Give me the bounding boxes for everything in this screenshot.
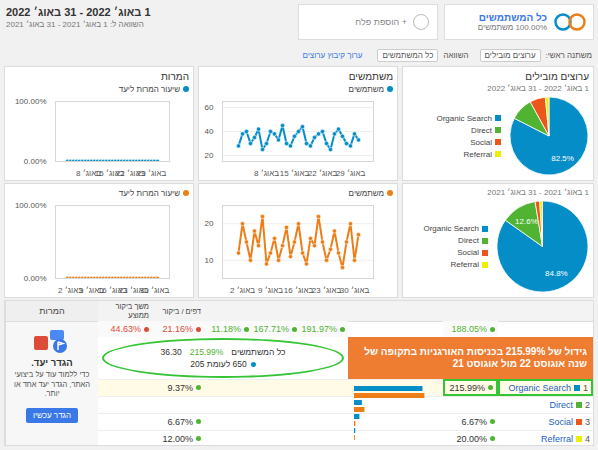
html-text:20.00%: 20.00% (456, 433, 487, 444)
html-text:כדי ללמוד עוד על ביצועי האתר,: כדי ללמוד עוד על ביצועי האתר, הגדר יעד א… (14, 370, 90, 398)
html-text:המרות: המרות (160, 71, 189, 82)
html-text:44.63%: 44.63% (110, 324, 141, 334)
svg-text:23 באוג׳: 23 באוג׳ (118, 286, 149, 296)
html-text:השוואה ל: 1 באוג׳ 2021 - 31 בא: השוואה ל: 1 באוג׳ 2021 - 31 באוג׳ 2021 (6, 20, 144, 29)
html-text:1: 1 (583, 382, 588, 393)
html-text:הגדר יעד.: הגדר יעד. (31, 357, 73, 368)
html-text:ערוצים מובילים: ערוצים מובילים (484, 50, 536, 60)
svg-text:22 באוג׳: 22 באוג׳ (115, 169, 146, 179)
html-text:Direct: Direct (458, 236, 479, 245)
html-text:100.00% משתמשים: 100.00% משתמשים (477, 23, 547, 32)
svg-text:8 באוג׳: 8 באוג׳ (76, 169, 101, 179)
svg-text:12.6%: 12.6% (515, 217, 538, 226)
svg-text:2 באוג׳: 2 באוג׳ (58, 286, 83, 296)
html-text:11.18%: 11.18% (211, 324, 241, 334)
html-text:השוואה: השוואה (443, 50, 469, 60)
svg-text:15 באוג׳: 15 באוג׳ (280, 169, 310, 177)
html-text:דפים / ביקור: דפים / ביקור (162, 306, 201, 316)
svg-text:40: 40 (205, 127, 214, 136)
html-text:Organic Search: Organic Search (436, 113, 492, 123)
html-text:גידול של 215.99% בכניסות האורג: גידול של 215.99% בכניסות האורגניות בתקופ… (364, 346, 587, 369)
html-text:Social: Social (457, 248, 479, 257)
html-text:188.05%: 188.05% (451, 324, 487, 334)
html-text:Organic Search: Organic Search (508, 382, 571, 393)
html-text:1 באוג׳ 2022 - 31 באוג׳ 2022: 1 באוג׳ 2022 - 31 באוג׳ 2022 (487, 84, 589, 93)
svg-text:0.00%: 0.00% (24, 274, 47, 283)
svg-text:60: 60 (205, 103, 214, 112)
html-text:Direct: Direct (471, 125, 492, 135)
svg-text:30 באוג׳: 30 באוג׳ (340, 286, 370, 294)
html-text:הגדר עכשיו: הגדר עכשיו (33, 410, 71, 420)
html-text:משתמשים: משתמשים (348, 188, 384, 198)
html-text:המרות: המרות (39, 306, 65, 316)
svg-text:30 באוג׳: 30 באוג׳ (140, 286, 170, 294)
html-text:9.37%: 9.37% (167, 382, 193, 393)
html-text:21.16%: 21.16% (162, 324, 193, 334)
html-text:ערוצים מובילים: ערוצים מובילים (525, 71, 589, 82)
svg-text:9 באוג׳: 9 באוג׳ (258, 286, 283, 294)
html-text:שיעור המרות ליעד: שיעור המרות ליעד (118, 84, 180, 94)
svg-text:0.00%: 0.00% (24, 157, 47, 166)
html-text:Organic Search: Organic Search (423, 224, 479, 233)
html-text:12.00%: 12.00% (162, 433, 193, 444)
html-text:Direct: Direct (549, 399, 573, 410)
html-text:כל המשתמשים: כל המשתמשים (478, 12, 547, 23)
svg-text:84.8%: 84.8% (545, 269, 568, 278)
svg-text:29 באוג׳: 29 באוג׳ (137, 169, 167, 177)
svg-text:23 באוג׳: 23 באוג׳ (312, 286, 342, 294)
html-text:3: 3 (585, 416, 590, 427)
html-text:Social: Social (470, 137, 492, 147)
html-text:כל המשתמשים: כל המשתמשים (382, 50, 434, 60)
svg-text:15 באוג׳: 15 באוג׳ (94, 169, 125, 179)
html-text:Referral: Referral (450, 260, 479, 269)
html-text:Social: Social (548, 416, 573, 427)
html-text:+ הוספת פלח: + הוספת פלח (355, 17, 407, 27)
svg-text:100.00%: 100.00% (15, 201, 47, 210)
html-text:משתמשים: משתמשים (348, 71, 393, 82)
html-text:4: 4 (585, 433, 590, 444)
html-text:ערוך קיבוץ ערוצים: ערוך קיבוץ ערוצים (302, 50, 363, 60)
html-text:650 לעומת 205: 650 לעומת 205 (190, 359, 247, 369)
html-text:6.67%: 6.67% (167, 416, 193, 427)
html-text:כל המשתמשים: כל המשתמשים (231, 347, 286, 357)
html-text:משתנה ראשי:: משתנה ראשי: (545, 50, 592, 60)
html-text:משתמשים: משתמשים (348, 84, 384, 94)
html-text:Referral: Referral (463, 149, 492, 159)
html-text:שיעור המרות ליעד: שיעור המרות ליעד (118, 188, 180, 198)
html-text:1 באוג׳ 2022 - 31 באוג׳ 2022: 1 באוג׳ 2022 - 31 באוג׳ 2022 (6, 6, 151, 18)
svg-text:20: 20 (205, 219, 214, 228)
html-text:191.97%: 191.97% (301, 324, 337, 334)
svg-text:82.5%: 82.5% (551, 154, 574, 163)
svg-text:2 באוג׳: 2 באוג׳ (230, 286, 255, 294)
svg-text:10: 10 (205, 256, 214, 265)
svg-text:29 באוג׳: 29 באוג׳ (336, 169, 366, 177)
svg-text:100.00%: 100.00% (15, 97, 47, 106)
html-text:36.30: 36.30 (160, 347, 182, 357)
svg-text:9 באוג׳: 9 באוג׳ (79, 286, 104, 296)
svg-text:8 באוג׳: 8 באוג׳ (254, 169, 279, 177)
html-text:215.99%: 215.99% (449, 382, 485, 393)
svg-text:16 באוג׳: 16 באוג׳ (97, 286, 128, 296)
html-text:215.99%: 215.99% (189, 347, 224, 357)
html-text:167.71%: 167.71% (253, 324, 289, 334)
svg-text:16 באוג׳: 16 באוג׳ (284, 286, 314, 294)
html-text:Referral: Referral (541, 433, 573, 444)
svg-text:20: 20 (205, 151, 214, 160)
html-text:2: 2 (585, 399, 590, 410)
svg-text:22 באוג׳: 22 באוג׳ (308, 169, 338, 177)
html-text:1 באוג׳ 2021 - 31 באוג׳ 2021: 1 באוג׳ 2021 - 31 באוג׳ 2021 (487, 188, 589, 197)
html-text:6.67%: 6.67% (461, 416, 487, 427)
html-text:משך ביקור ממוצע: משך ביקור ממוצע (115, 302, 149, 320)
